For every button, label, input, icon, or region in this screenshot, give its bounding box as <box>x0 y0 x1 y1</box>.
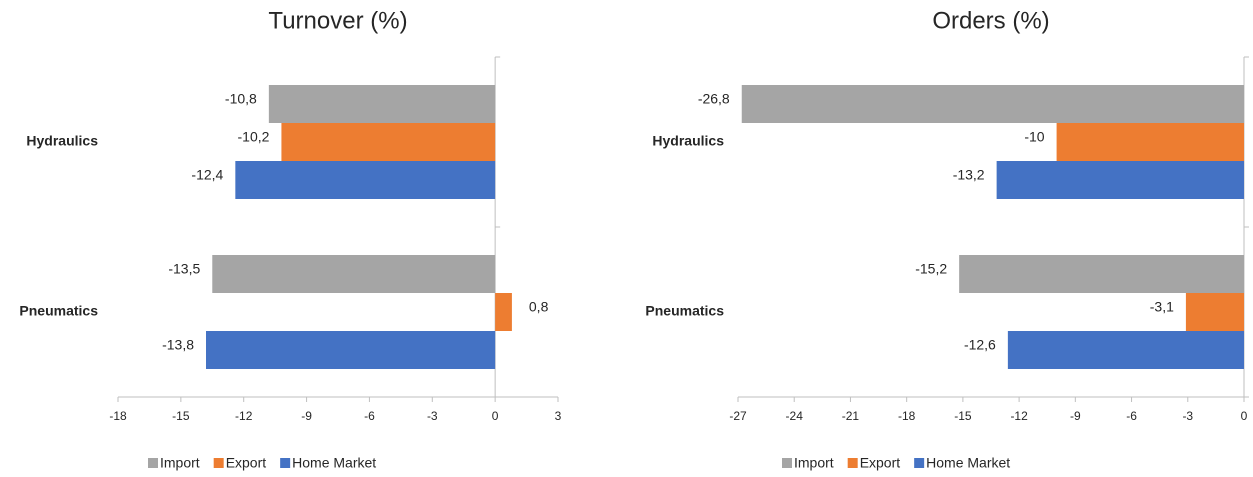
value-label: -13,2 <box>953 167 985 183</box>
x-tick-label: -15 <box>172 409 190 423</box>
x-tick-label: -27 <box>729 409 747 423</box>
legend-label: Import <box>794 455 834 471</box>
value-label: -26,8 <box>698 91 730 107</box>
x-tick-label: 0 <box>1241 409 1248 423</box>
bar <box>959 255 1244 293</box>
legend-swatch <box>782 458 792 468</box>
bar <box>495 293 512 331</box>
x-tick-label: -3 <box>1182 409 1193 423</box>
bar <box>997 161 1244 199</box>
bar <box>1008 331 1244 369</box>
legend-label: Home Market <box>292 455 376 471</box>
chart-title: Turnover (%) <box>268 7 407 34</box>
x-tick-label: -18 <box>898 409 916 423</box>
value-label: -10 <box>1024 129 1044 145</box>
value-label: -13,8 <box>162 337 194 353</box>
x-tick-label: -12 <box>1010 409 1028 423</box>
bar <box>742 85 1244 123</box>
x-tick-label: -6 <box>1126 409 1137 423</box>
chart-title: Orders (%) <box>932 7 1049 34</box>
x-tick-label: -12 <box>235 409 253 423</box>
bar <box>281 123 495 161</box>
value-label: -15,2 <box>915 261 947 277</box>
x-tick-label: -24 <box>786 409 804 423</box>
bar <box>235 161 495 199</box>
bar <box>212 255 495 293</box>
category-label: Hydraulics <box>26 133 98 149</box>
x-tick-label: 0 <box>492 409 499 423</box>
category-label: Pneumatics <box>19 303 98 319</box>
x-tick-label: -3 <box>427 409 438 423</box>
category-label: Hydraulics <box>652 133 724 149</box>
legend-swatch <box>148 458 158 468</box>
value-label: 0,8 <box>529 299 549 315</box>
bar <box>269 85 495 123</box>
x-tick-label: -21 <box>842 409 860 423</box>
value-label: -12,6 <box>964 337 996 353</box>
legend-label: Import <box>160 455 200 471</box>
value-label: -3,1 <box>1150 299 1174 315</box>
value-label: -10,8 <box>225 91 257 107</box>
x-tick-label: -15 <box>954 409 972 423</box>
value-label: -13,5 <box>168 261 200 277</box>
legend-label: Home Market <box>926 455 1010 471</box>
bar <box>1057 123 1244 161</box>
chart: Turnover (%) -18 -15 -12 -9 -6 -3 0 3 Hydraulics -… <box>0 0 1253 477</box>
x-tick-label: 3 <box>555 409 562 423</box>
legend-label: Export <box>226 455 267 471</box>
value-label: -12,4 <box>191 167 223 183</box>
legend-label: Export <box>860 455 901 471</box>
legend-swatch <box>914 458 924 468</box>
bar <box>1186 293 1244 331</box>
x-tick-label: -6 <box>364 409 375 423</box>
legend-swatch <box>848 458 858 468</box>
x-tick-label: -18 <box>109 409 127 423</box>
category-label: Pneumatics <box>645 303 724 319</box>
bar <box>206 331 495 369</box>
page: Turnover (%) -18 -15 -12 -9 -6 -3 0 3 Hydraulics -… <box>0 0 1253 477</box>
x-tick-label: -9 <box>1070 409 1081 423</box>
legend-swatch <box>214 458 224 468</box>
legend-swatch <box>280 458 290 468</box>
x-tick-label: -9 <box>301 409 312 423</box>
value-label: -10,2 <box>238 129 270 145</box>
